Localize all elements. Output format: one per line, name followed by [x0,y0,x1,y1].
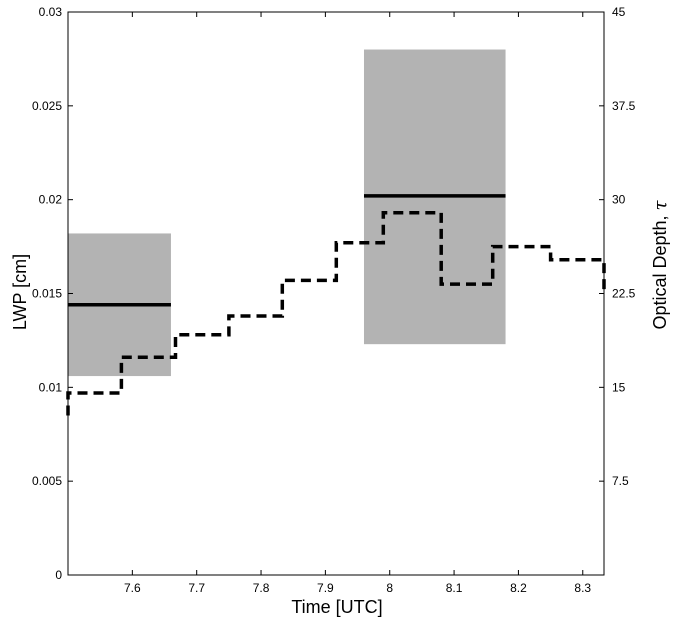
y-tick-label: 0.01 [39,380,63,394]
x-tick-label: 8 [386,581,393,595]
y-tick-label: 0.025 [32,99,62,113]
x-tick-label: 7.7 [188,581,205,595]
y2-tick-label: 37.5 [612,99,636,113]
series-layer [66,211,606,416]
x-tick-label: 8.1 [446,581,463,595]
y-tick-label: 0 [55,568,62,582]
x-axis-title: Time [UTC] [291,597,382,617]
range-boxes [68,49,506,377]
y2-tick-label: 15 [612,380,626,394]
y-axis-title: LWP [cm] [10,254,30,330]
axis-ticks: 7.6 7.7 7.8 7.9 8 8.1 8.2 8.3 0 0.005 0.01 0.015 0.0… [32,5,636,595]
x-tick-label: 7.6 [124,581,141,595]
y2-tick-label: 30 [612,193,626,207]
y-tick-label: 0.015 [32,287,62,301]
y-tick-label: 0.03 [39,5,63,19]
x-tick-label: 8.2 [510,581,527,595]
x-tick-label: 7.8 [253,581,270,595]
x-tick-label: 7.9 [317,581,334,595]
y2-tick-label: 22.5 [612,287,636,301]
y2-axis-title-text: Optical Depth, [650,210,670,329]
series-line-1 [66,211,606,416]
y2-axis-title-symbol: τ [650,199,671,210]
y-tick-label: 0.02 [39,193,63,207]
y-tick-label: 0.005 [32,474,62,488]
y2-tick-label: 45 [612,5,626,19]
y2-tick-label: 7.5 [612,474,629,488]
x-tick-label: 8.3 [574,581,591,595]
y2-axis-title: Optical Depth, τ [650,199,671,329]
